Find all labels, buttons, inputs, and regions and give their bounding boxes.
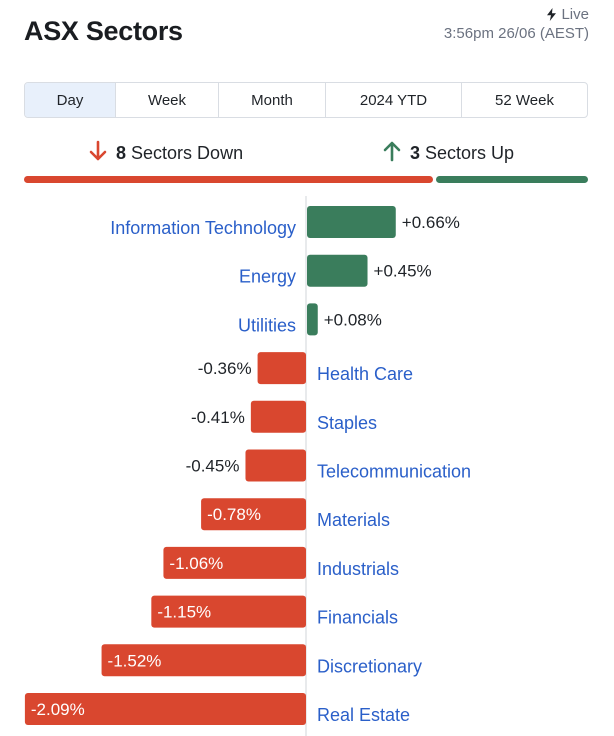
arrow-down-icon <box>88 140 108 167</box>
sectors-down-bar <box>24 176 433 183</box>
page-title: ASX Sectors <box>24 16 183 46</box>
sector-link-energy[interactable]: Energy <box>239 267 296 287</box>
sectors-down-label: Sectors Down <box>131 143 244 163</box>
period-tabs: Day Week Month 2024 YTD 52 Week <box>24 82 588 118</box>
bar-staples[interactable] <box>250 400 306 433</box>
tab-52-week[interactable]: 52 Week <box>495 91 554 109</box>
sector-link-discretionary[interactable]: Discretionary <box>317 656 422 676</box>
value-label-health-care: -0.36% <box>198 359 252 378</box>
bar-real-estate[interactable] <box>24 693 307 725</box>
sector-performance-chart: +0.66% Information Technology +0.45% Energy… <box>24 196 471 736</box>
sectors-down-summary: 8 Sectors Down <box>88 140 243 167</box>
sectors-up-bar <box>436 176 588 183</box>
bar-telecommunication[interactable] <box>245 449 306 482</box>
value-label-industrials: -1.06% <box>169 554 223 573</box>
value-label-telecommunication: -0.45% <box>186 457 240 476</box>
tab-day[interactable]: Day <box>25 83 116 117</box>
value-label-real-estate: -2.09% <box>31 700 85 719</box>
tab-month[interactable]: Month <box>219 83 326 117</box>
sector-link-financials[interactable]: Financials <box>317 608 398 628</box>
sectors-up-count: 3 <box>410 143 421 163</box>
sector-link-telecommunication[interactable]: Telecommunication <box>317 462 471 482</box>
value-label-staples: -0.41% <box>191 408 245 427</box>
value-label-discretionary: -1.52% <box>108 651 162 670</box>
live-label: Live <box>561 6 589 23</box>
bar-health-care[interactable] <box>257 352 306 385</box>
bar-industrials[interactable] <box>163 546 306 579</box>
bar-discretionary[interactable] <box>101 644 306 677</box>
sector-link-materials[interactable]: Materials <box>317 510 390 530</box>
sector-link-utilities[interactable]: Utilities <box>238 315 296 335</box>
tab-2024-ytd[interactable]: 2024 YTD <box>326 83 462 117</box>
live-indicator: Live <box>546 6 589 23</box>
bar-energy[interactable] <box>307 254 368 287</box>
timestamp: 3:56pm 26/06 (AEST) <box>443 25 589 42</box>
lightning-icon <box>546 8 557 21</box>
bar-utilities[interactable] <box>307 303 318 336</box>
sector-link-industrials[interactable]: Industrials <box>317 559 399 579</box>
bar-materials[interactable] <box>201 498 306 531</box>
value-label-financials: -1.15% <box>157 603 211 622</box>
sectors-down-count: 8 <box>116 143 127 163</box>
value-label-materials: -0.78% <box>207 505 261 524</box>
bar-financials[interactable] <box>151 595 306 628</box>
bar-information-technology[interactable] <box>307 206 396 238</box>
sector-link-staples[interactable]: Staples <box>317 413 377 433</box>
sector-link-information-technology[interactable]: Information Technology <box>110 218 296 238</box>
value-label-utilities: +0.08% <box>324 310 382 329</box>
sector-link-health-care[interactable]: Health Care <box>317 364 413 384</box>
sectors-up-label: Sectors Up <box>425 143 515 163</box>
sectors-up-summary: 3 Sectors Up <box>382 140 514 167</box>
arrow-up-icon <box>382 140 402 167</box>
tab-week[interactable]: Week <box>116 83 219 117</box>
value-label-energy: +0.45% <box>374 262 432 281</box>
sector-link-real-estate[interactable]: Real Estate <box>317 705 410 725</box>
value-label-information-technology: +0.66% <box>402 213 460 232</box>
